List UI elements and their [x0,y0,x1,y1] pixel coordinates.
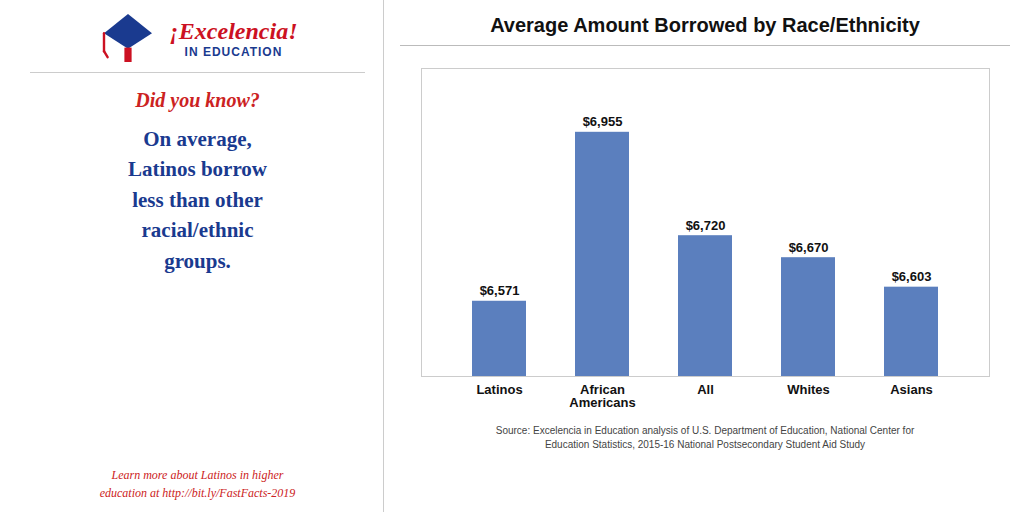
html-text:Education Statistics, 2015-16: Education Statistics, 2015-16 National P… [544,439,866,450]
svg-text:Latinos: Latinos [476,382,522,397]
svg-text:Asians: Asians [890,382,933,397]
html-text:Did you know?: Did you know? [135,89,260,111]
html-text:Average Amount Borrowed by Rac: Average Amount Borrowed by Race/Ethnicit… [490,14,920,36]
svg-text:$6,571: $6,571 [480,283,520,298]
svg-text:$6,670: $6,670 [789,240,829,255]
svg-text:AfricanAmericans: AfricanAmericans [569,382,635,410]
svg-text:All: All [697,382,714,397]
html-text:Learn more about Latinos in hi: Learn more about Latinos in higher educa… [99,468,296,500]
svg-text:$6,720: $6,720 [686,218,726,233]
html-text:¡Excelencia!: ¡Excelencia! [169,17,298,44]
svg-text:$6,603: $6,603 [892,269,932,284]
html-text:On average, Latinos borrow les: On average, Latinos borrow less than oth… [128,127,267,273]
svg-text:Whites: Whites [787,382,830,397]
svg-text:$6,955: $6,955 [583,114,623,129]
html-text:Source: Excelencia in Educatio: Source: Excelencia in Education analysis… [495,425,915,436]
html-text:IN EDUCATION: IN EDUCATION [184,44,283,59]
